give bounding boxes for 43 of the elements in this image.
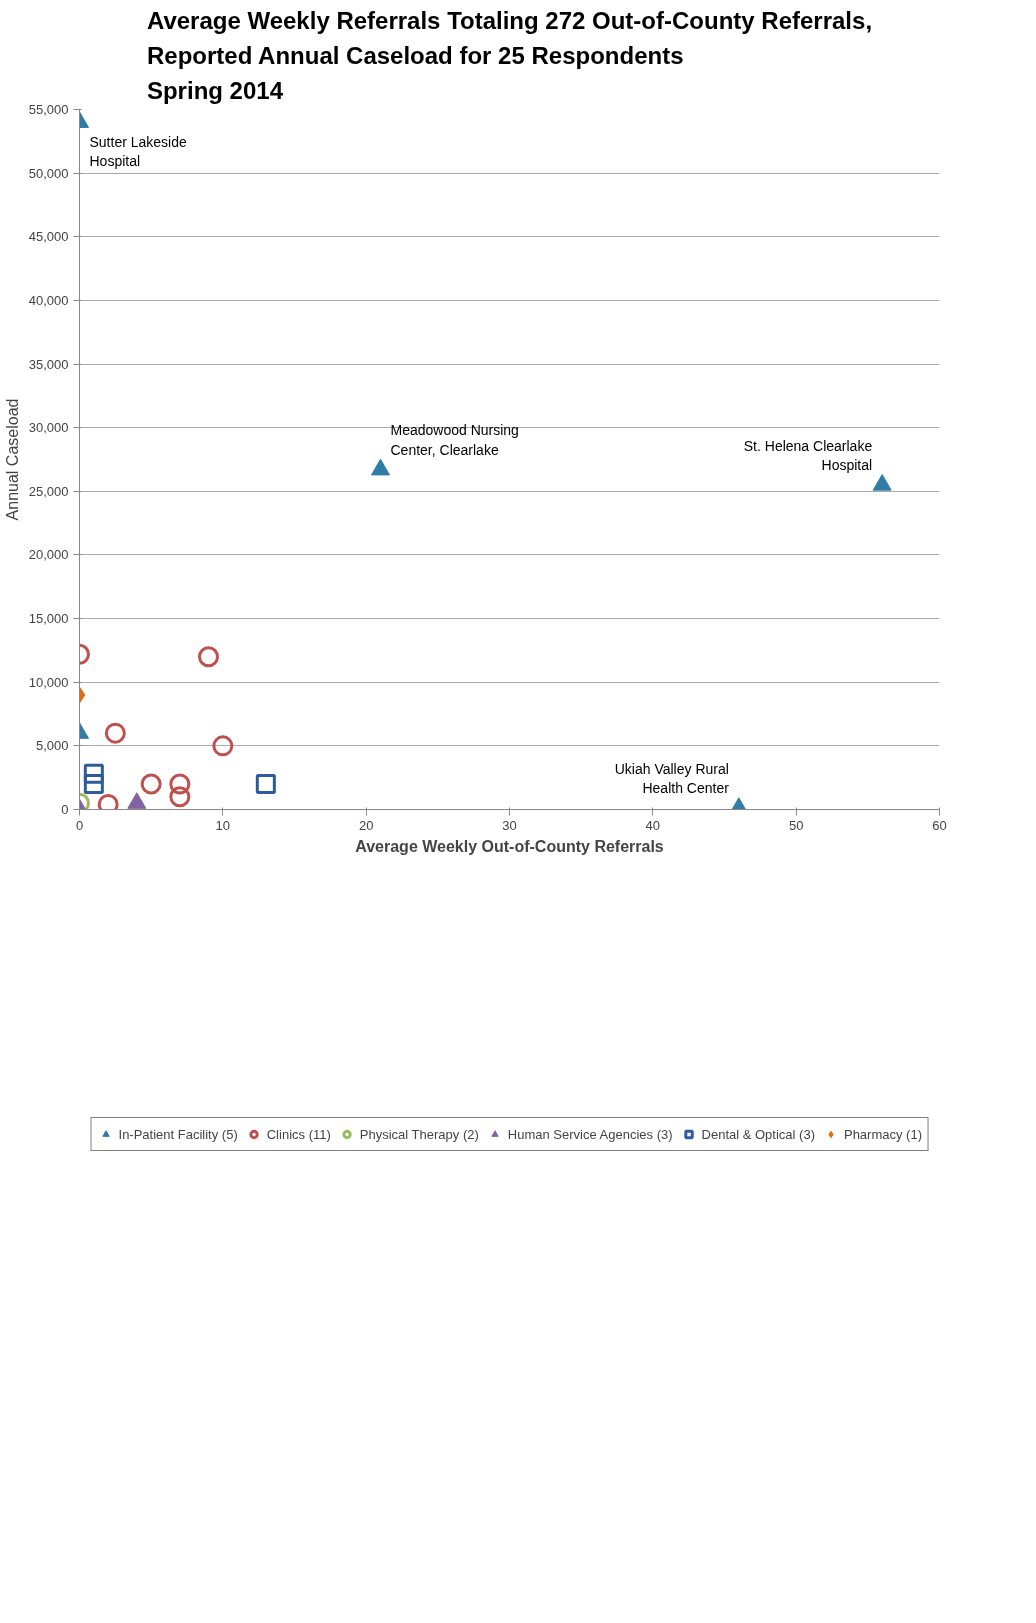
x-tick-label: 20 xyxy=(358,817,374,833)
y-tick-label: 30,000 xyxy=(28,420,69,436)
y-tick-label: 20,000 xyxy=(28,547,69,563)
point xyxy=(198,646,219,668)
annotation: Sutter Lakeside Hospital xyxy=(89,134,187,170)
annotation: St. Helena Clearlake Hospital xyxy=(743,437,873,473)
y-tick-label: 25,000 xyxy=(28,483,69,499)
legend-label: Human Service Agencies (3) xyxy=(507,1126,673,1142)
point xyxy=(83,774,104,795)
y-tick-label: 0 xyxy=(61,802,69,817)
y-tick-label: 55,000 xyxy=(28,102,69,117)
x-tick-label: 40 xyxy=(645,817,661,833)
y-axis-title: Annual Caseload xyxy=(3,398,21,521)
point xyxy=(169,773,191,795)
y-tick-label: 35,000 xyxy=(28,356,69,372)
point xyxy=(212,735,234,757)
point xyxy=(255,774,276,795)
point xyxy=(104,722,126,744)
x-tick-label: 30 xyxy=(502,817,517,833)
x-tick-label: 60 xyxy=(932,817,947,833)
point xyxy=(169,786,191,808)
legend-label: Dental & Optical (3) xyxy=(701,1126,815,1142)
y-tick-label: 50,000 xyxy=(28,165,69,181)
point xyxy=(140,773,162,795)
y-tick-label: 40,000 xyxy=(28,292,69,308)
y-tick-label: 45,000 xyxy=(28,229,69,245)
legend-label: Physical Therapy (2) xyxy=(359,1126,479,1142)
y-tick-label: 10,000 xyxy=(28,674,69,690)
x-tick-label: 0 xyxy=(75,817,84,833)
point xyxy=(371,458,390,476)
x-tick-label: 10 xyxy=(215,817,231,833)
y-tick-label: 5,000 xyxy=(35,738,69,754)
legend-label: In-Patient Facility (5) xyxy=(118,1126,238,1142)
chart-title: Average Weekly Referrals Totaling 272 Out-of-County Referrals, Reported Annual Caseload for 25 Respondents Spring 2014 xyxy=(146,7,873,105)
point xyxy=(872,474,892,491)
annotation: Meadowood Nursing Center, Clearlake xyxy=(390,422,519,458)
legend-label: Pharmacy (1) xyxy=(843,1126,922,1142)
point xyxy=(83,763,104,784)
annotation: Ukiah Valley Rural Health Center xyxy=(614,761,730,797)
legend-label: Clinics (11) xyxy=(266,1126,331,1142)
x-tick-label: 50 xyxy=(788,817,804,833)
y-tick-label: 15,000 xyxy=(28,611,69,627)
x-axis-title: Average Weekly Out-of-County Referrals xyxy=(355,837,664,855)
